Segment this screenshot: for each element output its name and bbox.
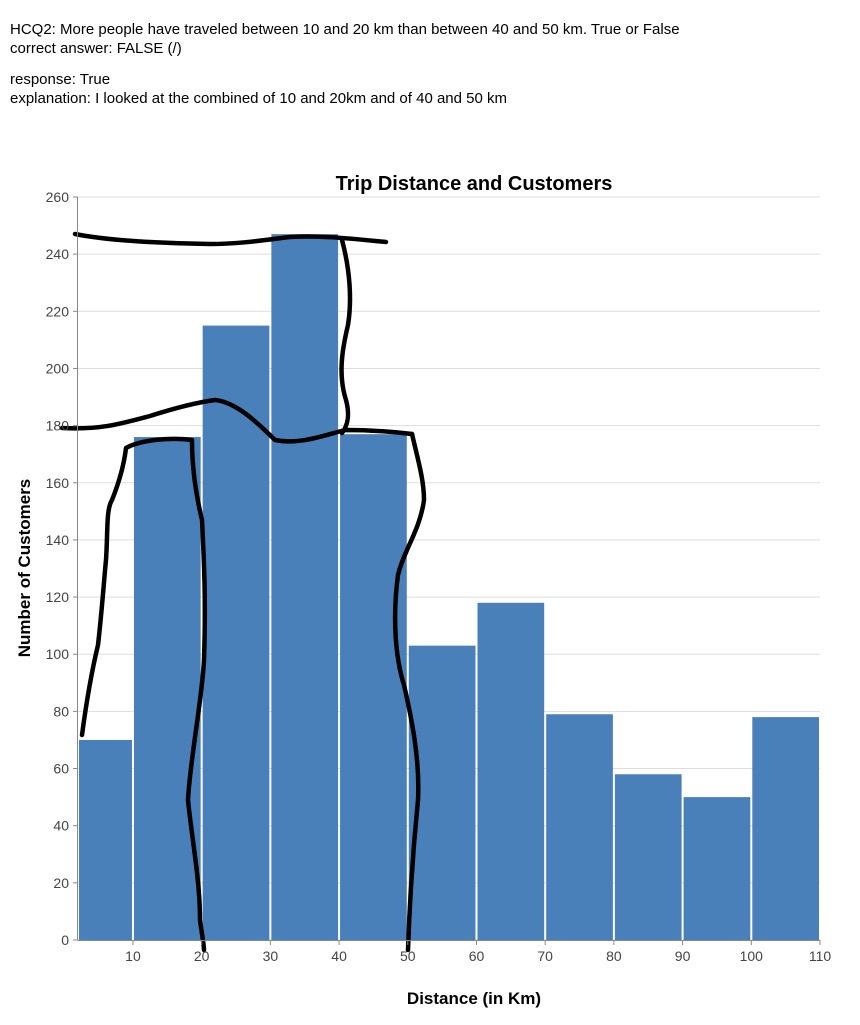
bar bbox=[752, 717, 819, 940]
x-tick-label: 80 bbox=[606, 948, 622, 964]
handwritten-annotations bbox=[59, 231, 427, 953]
y-axis-title: Number of Customers bbox=[15, 479, 34, 658]
y-tick-label: 60 bbox=[53, 761, 69, 777]
annotation-loop-30-40 bbox=[339, 237, 353, 436]
annotation-loop-10-20 bbox=[79, 436, 208, 953]
x-axis: 10 20 30 40 50 60 70 80 90 100 110 bbox=[78, 940, 831, 964]
response-text: response: True bbox=[10, 71, 111, 88]
y-tick-label: 200 bbox=[46, 360, 70, 376]
y-axis: 0 20 40 60 80 100 120 140 160 180 200 220 240 260 bbox=[46, 189, 78, 948]
y-tick-label: 0 bbox=[61, 932, 69, 948]
x-tick-label: 70 bbox=[537, 948, 553, 964]
y-tick-label: 160 bbox=[46, 475, 70, 491]
y-tick-label: 100 bbox=[46, 646, 70, 662]
y-tick-label: 120 bbox=[46, 589, 70, 605]
question-text: HCQ2: More people have traveled between … bbox=[10, 21, 680, 38]
x-tick-label: 90 bbox=[675, 948, 691, 964]
annotation-line-top bbox=[72, 231, 389, 247]
bar bbox=[340, 434, 407, 940]
y-tick-label: 180 bbox=[46, 418, 70, 434]
correct-answer-text: correct answer: FALSE (/) bbox=[10, 40, 182, 57]
x-tick-label: 40 bbox=[331, 948, 347, 964]
x-tick-label: 30 bbox=[263, 948, 279, 964]
bars bbox=[79, 234, 819, 940]
y-tick-label: 240 bbox=[46, 246, 70, 262]
bar bbox=[202, 325, 270, 940]
annotation-curve-180 bbox=[59, 397, 415, 444]
y-tick-label: 40 bbox=[53, 818, 69, 834]
bar bbox=[477, 602, 545, 940]
y-tick-label: 80 bbox=[53, 703, 69, 719]
bar bbox=[79, 739, 132, 940]
bar bbox=[546, 714, 613, 940]
x-tick-label: 110 bbox=[809, 948, 832, 964]
bar bbox=[683, 797, 751, 940]
annotation-loop-40-50 bbox=[392, 431, 427, 953]
bar bbox=[271, 234, 339, 940]
x-tick-label: 10 bbox=[125, 948, 141, 964]
x-axis-title: Distance (in Km) bbox=[407, 989, 541, 1008]
y-tick-label: 220 bbox=[46, 303, 70, 319]
x-tick-label: 20 bbox=[194, 948, 210, 964]
y-tick-label: 260 bbox=[46, 189, 70, 205]
x-tick-label: 100 bbox=[740, 948, 764, 964]
bar bbox=[133, 437, 201, 940]
y-tick-label: 140 bbox=[46, 532, 70, 548]
bar bbox=[614, 774, 682, 940]
explanation-text: explanation: I looked at the combined of… bbox=[10, 90, 508, 107]
chart-title: Trip Distance and Customers bbox=[336, 173, 613, 195]
x-tick-label: 60 bbox=[469, 948, 485, 964]
y-tick-label: 20 bbox=[53, 875, 69, 891]
x-tick-label: 50 bbox=[400, 948, 416, 964]
